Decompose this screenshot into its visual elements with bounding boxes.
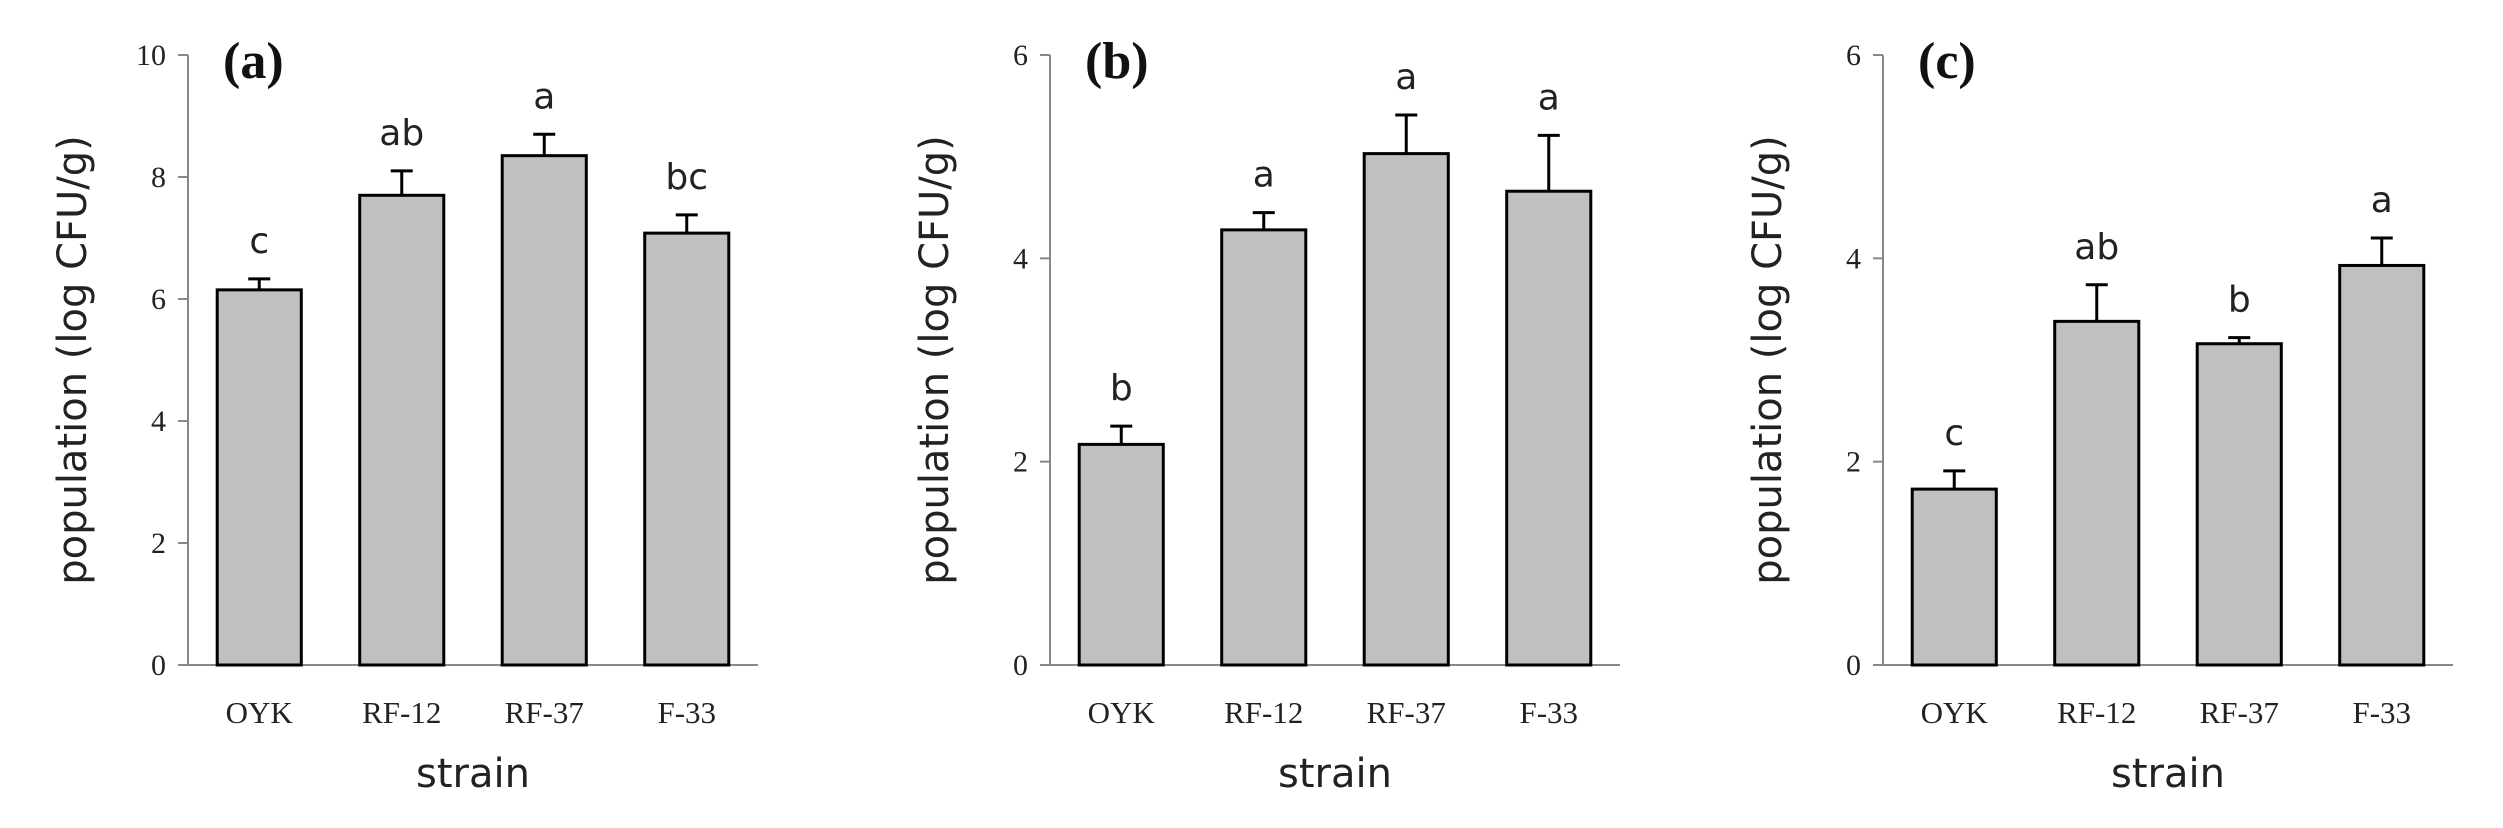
significance-label: a xyxy=(2371,180,2393,221)
bar-f-33 xyxy=(2338,263,2426,667)
x-tick-label: F-33 xyxy=(1519,695,1578,730)
y-tick-label: 2 xyxy=(1013,446,1028,479)
y-tick-label: 4 xyxy=(1013,242,1028,275)
bar-f-33 xyxy=(1505,189,1593,667)
y-tick-label: 0 xyxy=(1013,649,1028,682)
y-tick-label: 8 xyxy=(151,161,166,194)
x-tick-label: RF-12 xyxy=(2057,695,2136,730)
bar-rf-12 xyxy=(1220,228,1308,667)
bar-rf-12 xyxy=(358,193,446,667)
x-tick-label: RF-37 xyxy=(1367,695,1446,730)
bar-oyk xyxy=(1910,487,1998,667)
y-axis-title: population (log CFU/g) xyxy=(912,135,958,585)
significance-label: c xyxy=(1944,413,1964,454)
x-tick-label: F-33 xyxy=(657,695,716,730)
chart-panel-1: 0 2 4 6 8 10 c OYK ab RF-12 a RF-37 bc F-33 strain popu… xyxy=(50,33,758,797)
x-tick-label: F-33 xyxy=(2352,695,2411,730)
y-tick-label: 2 xyxy=(1846,446,1861,479)
chart-panel-3: 0 2 4 6 c OYK ab RF-12 b RF-37 a F-33 strain populati… xyxy=(1745,33,2453,797)
x-tick-label: RF-12 xyxy=(362,695,441,730)
x-axis-title: strain xyxy=(416,751,530,797)
y-tick-label: 4 xyxy=(1846,242,1861,275)
bar-rf-37 xyxy=(2195,342,2283,667)
x-axis-title: strain xyxy=(1278,751,1392,797)
y-tick-label: 0 xyxy=(1846,649,1861,682)
x-tick-label: RF-37 xyxy=(2200,695,2279,730)
significance-label: c xyxy=(249,221,269,262)
bar-rf-12 xyxy=(2053,319,2141,667)
y-tick-label: 10 xyxy=(136,39,166,72)
bar-oyk xyxy=(1077,442,1165,667)
significance-label: ab xyxy=(2074,227,2119,268)
bar-f-33 xyxy=(643,231,731,667)
significance-label: b xyxy=(1110,368,1133,409)
significance-label: a xyxy=(1253,155,1275,196)
y-tick-label: 6 xyxy=(1013,39,1028,72)
x-axis-title: strain xyxy=(2111,751,2225,797)
significance-label: b xyxy=(2228,280,2251,321)
panel-label: (a) xyxy=(223,33,284,90)
y-tick-label: 4 xyxy=(151,405,166,438)
significance-label: ab xyxy=(379,113,424,154)
panel-label: (b) xyxy=(1085,33,1149,90)
significance-label: bc xyxy=(665,157,708,198)
x-tick-label: OYK xyxy=(226,695,294,730)
x-tick-label: OYK xyxy=(1088,695,1156,730)
y-tick-label: 6 xyxy=(151,283,166,316)
significance-label: a xyxy=(533,76,555,117)
y-tick-label: 0 xyxy=(151,649,166,682)
bar-oyk xyxy=(215,288,303,667)
y-axis-title: population (log CFU/g) xyxy=(1745,135,1791,585)
y-tick-label: 6 xyxy=(1846,39,1861,72)
x-tick-label: OYK xyxy=(1921,695,1989,730)
y-tick-label: 2 xyxy=(151,527,166,560)
y-axis-title: population (log CFU/g) xyxy=(50,135,96,585)
x-tick-label: RF-37 xyxy=(505,695,584,730)
bar-rf-37 xyxy=(500,154,588,667)
panel-label: (c) xyxy=(1918,33,1976,90)
x-tick-label: RF-12 xyxy=(1224,695,1303,730)
bar-rf-37 xyxy=(1362,152,1450,667)
significance-label: a xyxy=(1395,57,1417,98)
chart-panel-2: 0 2 4 6 b OYK a RF-12 a RF-37 a F-33 strain populatio… xyxy=(912,33,1620,797)
significance-label: a xyxy=(1538,77,1560,118)
